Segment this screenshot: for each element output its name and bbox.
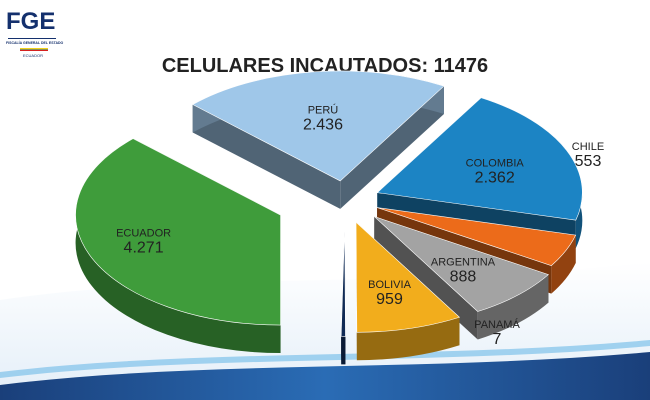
background-band [0, 352, 650, 400]
pie-tops [75, 70, 583, 337]
label-ecuador: ECUADOR [116, 228, 171, 240]
value-perú: 2.436 [303, 116, 343, 133]
slice-colombia [376, 97, 583, 221]
slice-ecuador [75, 138, 281, 326]
value-ecuador: 4.271 [124, 240, 164, 257]
slice-rim-ecuador [75, 138, 281, 354]
label-colombia: COLOMBIA [466, 157, 525, 169]
label-chile: CHILE [572, 141, 604, 153]
slice-perú [192, 70, 445, 182]
value-argentina: 888 [450, 268, 477, 285]
slice-panamá [340, 226, 346, 337]
fge-logo: FGE FISCALÍA GENERAL DEL ESTADO ECUADOR [6, 8, 66, 60]
logo-rule [8, 38, 56, 39]
slice-side-perú-1 [340, 86, 444, 209]
slice-side-argentina-1 [374, 216, 478, 340]
logo-country: ECUADOR [22, 53, 43, 58]
slice-rim-panamá [341, 336, 346, 365]
slice-rim-bolivia [356, 317, 460, 361]
chart-title: CELULARES INCAUTADOS: 11476 [161, 55, 489, 77]
slice-rim-chile [551, 235, 576, 294]
background-band-highlight [0, 340, 650, 378]
slice-side-perú-0 [192, 104, 341, 209]
label-panamá: PANAMÁ [474, 318, 520, 331]
logo-subtitle: FISCALÍA GENERAL DEL ESTADO [6, 41, 64, 45]
slice-bolivia [355, 221, 461, 333]
value-colombia: 2.362 [475, 169, 515, 186]
label-argentina: ARGENTINA [431, 256, 496, 268]
logo-wordmark: FGE [6, 8, 56, 35]
slice-chile [377, 207, 577, 266]
value-bolivia: 959 [376, 291, 403, 308]
value-chile: 553 [575, 153, 602, 170]
value-panamá: 7 [493, 331, 502, 348]
logo-flag [20, 48, 48, 51]
slice-rim-argentina [477, 274, 549, 340]
slice-argentina [374, 216, 550, 312]
label-perú: PERÚ [308, 103, 339, 116]
label-bolivia: BOLIVIA [368, 279, 411, 291]
